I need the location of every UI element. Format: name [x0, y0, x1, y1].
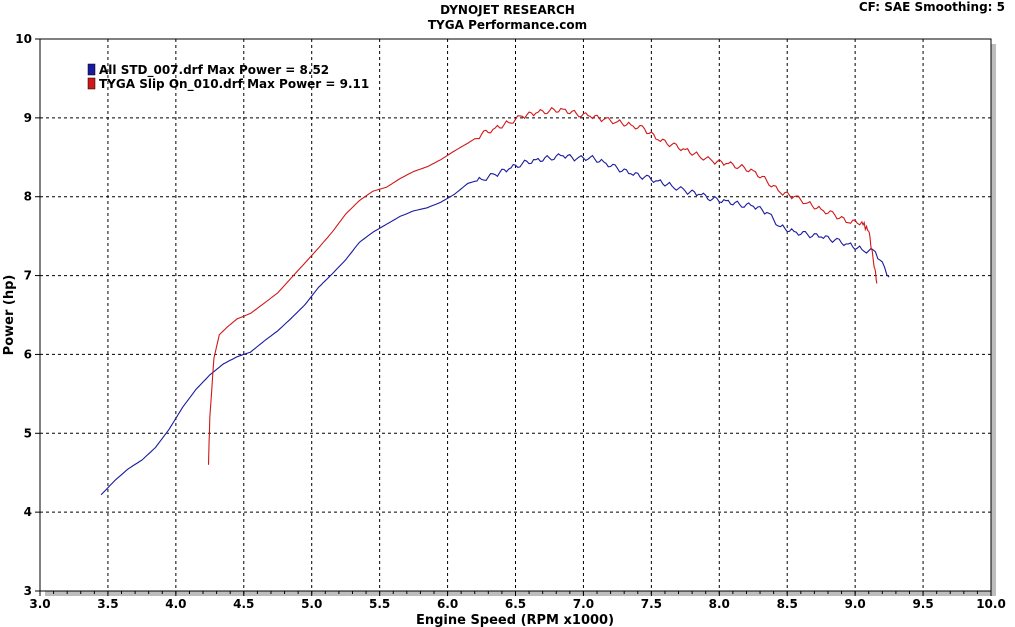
x-tick-label: 3.5 — [97, 597, 118, 611]
y-tick-label: 8 — [24, 190, 32, 204]
x-tick-label: 3.0 — [29, 597, 50, 611]
y-tick-label: 3 — [24, 584, 32, 598]
series-line-1 — [100, 153, 890, 496]
legend-label-1: All STD_007.drf Max Power = 8.52 — [99, 63, 329, 78]
legend-swatch-1 — [87, 63, 96, 76]
x-tick-label: 6.5 — [505, 597, 526, 611]
x-axis-label: Engine Speed (RPM x1000) — [416, 613, 614, 627]
y-axis-label: Power (hp) — [2, 275, 17, 356]
series-line-2 — [207, 106, 878, 465]
chart-subtitle: TYGA Performance.com — [427, 18, 588, 32]
y-tick-label: 7 — [24, 269, 32, 283]
chart-title: DYNOJET RESEARCH — [440, 3, 575, 17]
y-tick-label: 5 — [24, 426, 32, 440]
legend-swatch-2 — [87, 77, 96, 90]
axis-ticks: 3.0 3.5 4.0 4.5 5.0 5.5 6.0 6.5 7.0 7.5 8.0 8.5 9.0 9… — [15, 32, 1006, 611]
y-tick-label: 9 — [24, 111, 32, 125]
y-tick-label: 4 — [24, 505, 32, 519]
x-tick-label: 9.0 — [845, 597, 866, 611]
x-tick-label: 8.0 — [709, 597, 730, 611]
y-tick-label: 6 — [24, 347, 32, 361]
x-tick-label: 7.5 — [641, 597, 662, 611]
x-tick-label: 10.0 — [976, 597, 1006, 611]
x-tick-label: 6.0 — [437, 597, 458, 611]
x-tick-label: 9.5 — [912, 597, 933, 611]
x-tick-label: 8.5 — [777, 597, 798, 611]
x-tick-label: 4.0 — [165, 597, 186, 611]
x-tick-label: 4.5 — [233, 597, 254, 611]
series-lines — [100, 106, 890, 496]
legend-label-2: TYGA Slip On_010.drf Max Power = 9.11 — [99, 77, 369, 92]
grid-lines — [40, 39, 991, 591]
x-tick-label: 5.0 — [301, 597, 322, 611]
x-tick-label: 5.5 — [369, 597, 390, 611]
x-tick-label: 7.0 — [573, 597, 594, 611]
correction-factor-label: CF: SAE Smoothing: 5 — [858, 0, 1005, 14]
y-tick-label: 10 — [15, 32, 32, 46]
